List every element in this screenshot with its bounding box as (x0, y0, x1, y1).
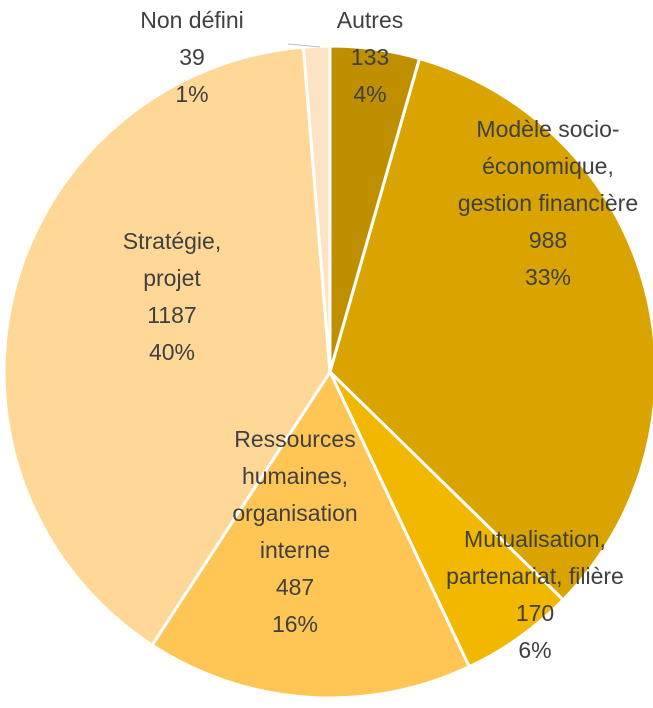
percent-label: 16% (271, 611, 319, 637)
pie-slice (150, 368, 472, 700)
percent-label: 33% (524, 264, 572, 290)
pie (2, 44, 653, 700)
slice-label: Mutualisation, partenariat, filière 170 6% (443, 521, 628, 669)
category-label: Non défini (140, 7, 244, 33)
leader-line (287, 43, 321, 48)
percent-label: 1% (175, 81, 209, 107)
slice-label: Modèle socio-économique, gestion financi… (453, 111, 643, 296)
value-label: 170 (515, 600, 555, 626)
value-label: 39 (179, 44, 205, 70)
category-label: Stratégie, projet (122, 228, 222, 291)
value-label: 487 (275, 574, 315, 600)
category-label: Mutualisation, partenariat, filière (446, 526, 624, 589)
pie-slice (2, 45, 332, 648)
category-label: Autres (336, 7, 404, 33)
category-label: Modèle socio-économique, gestion financi… (457, 116, 639, 216)
pie-slice (328, 56, 653, 602)
percent-label: 40% (148, 339, 196, 365)
value-label: 1187 (147, 302, 197, 328)
slice-label: Stratégie, projet 1187 40% (97, 223, 247, 371)
percent-label: 6% (518, 637, 552, 663)
value-label: 988 (528, 227, 568, 253)
category-label: Ressources humaines, organisation intern… (232, 426, 358, 563)
percent-label: 4% (353, 81, 387, 107)
slice-label: Non défini 39 1% (140, 2, 244, 113)
slice-label: Ressources humaines, organisation intern… (210, 421, 380, 643)
slice-label: Autres 133 4% (337, 2, 403, 113)
value-label: 133 (350, 44, 390, 70)
